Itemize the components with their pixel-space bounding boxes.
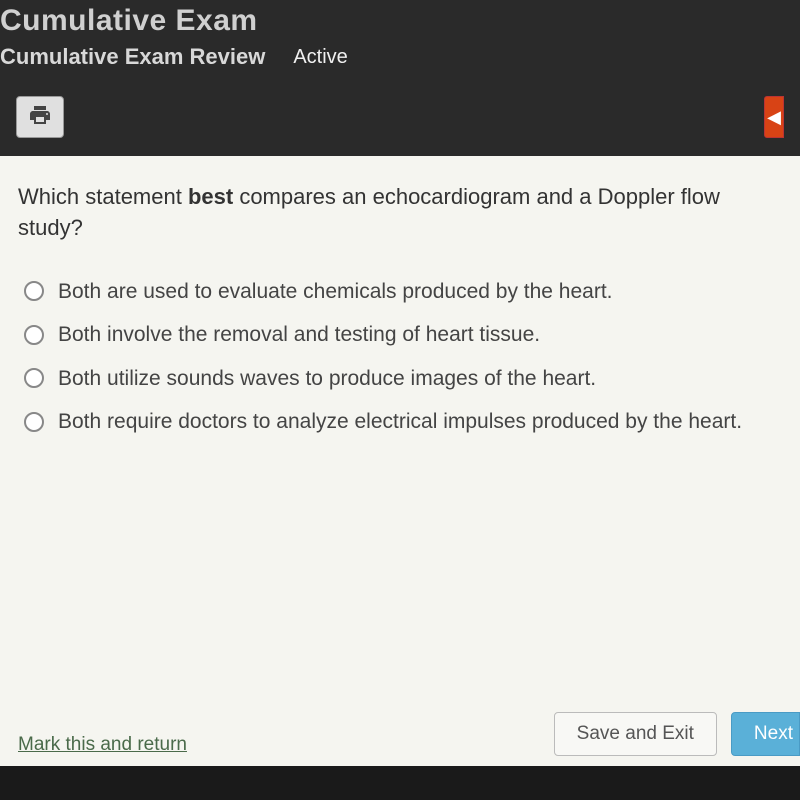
question-footer: Mark this and return Save and Exit Next [18, 712, 800, 756]
option-label: Both involve the removal and testing of … [58, 319, 540, 351]
question-panel: Which statement best compares an echocar… [0, 156, 800, 766]
subtitle-row: Cumulative Exam Review Active [0, 44, 800, 70]
print-button[interactable] [16, 96, 64, 138]
question-text: Which statement best compares an echocar… [18, 182, 782, 244]
exam-subtitle: Cumulative Exam Review [0, 44, 265, 70]
nav-prev-button[interactable]: ◀ [764, 96, 784, 138]
answer-option[interactable]: Both are used to evaluate chemicals prod… [18, 270, 782, 314]
option-label: Both utilize sounds waves to produce ima… [58, 363, 596, 395]
mark-return-link[interactable]: Mark this and return [18, 734, 187, 756]
option-label: Both require doctors to analyze electric… [58, 406, 742, 438]
answer-option[interactable]: Both require doctors to analyze electric… [18, 400, 782, 444]
option-label: Both are used to evaluate chemicals prod… [58, 276, 613, 308]
exam-title: Cumulative Exam [0, 4, 800, 38]
toolbar: ◀ [0, 84, 800, 156]
exam-header: Cumulative Exam Cumulative Exam Review A… [0, 0, 800, 84]
question-emphasis: best [188, 184, 233, 209]
print-icon [27, 103, 53, 132]
radio-icon [24, 325, 44, 345]
radio-icon [24, 412, 44, 432]
next-button[interactable]: Next [731, 712, 800, 756]
footer-buttons: Save and Exit Next [554, 712, 800, 756]
radio-icon [24, 368, 44, 388]
question-prefix: Which statement [18, 184, 188, 209]
answer-option[interactable]: Both utilize sounds waves to produce ima… [18, 357, 782, 401]
chevron-left-icon: ◀ [767, 107, 781, 128]
answer-options: Both are used to evaluate chemicals prod… [18, 270, 782, 444]
answer-option[interactable]: Both involve the removal and testing of … [18, 313, 782, 357]
save-exit-button[interactable]: Save and Exit [554, 712, 717, 756]
radio-icon [24, 281, 44, 301]
exam-status: Active [293, 46, 347, 69]
